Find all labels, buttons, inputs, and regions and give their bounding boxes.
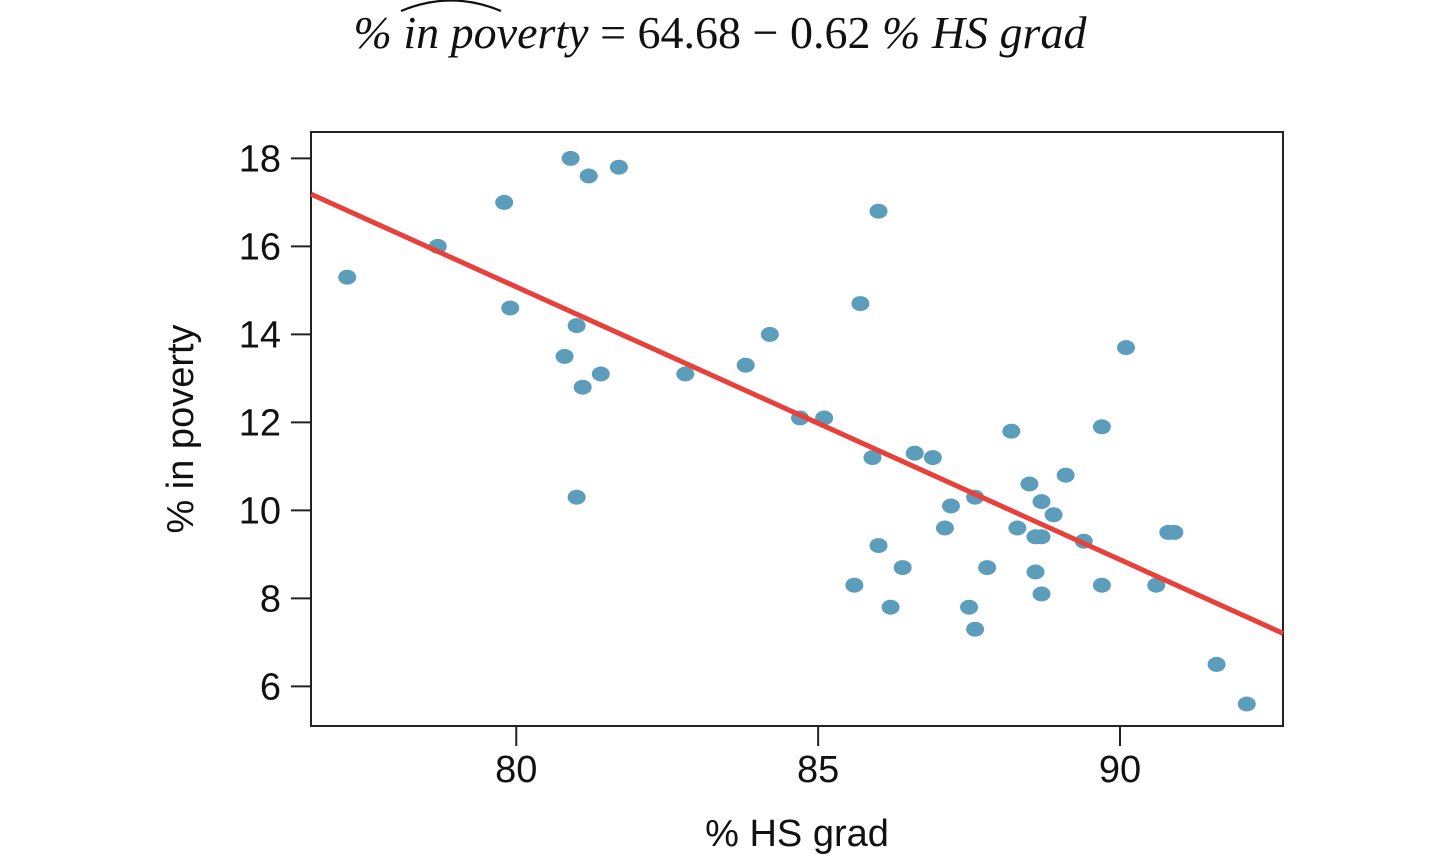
data-point: [1008, 520, 1027, 536]
equation-hat-text: in poverty: [403, 7, 589, 58]
y-tick-label: 16: [239, 226, 281, 268]
data-points: [338, 150, 1256, 712]
data-point: [851, 296, 870, 312]
y-axis: 6 8 10 12 14 16 18: [239, 138, 311, 708]
y-tick-label: 12: [239, 402, 281, 444]
y-axis-title: % in poverty: [160, 324, 202, 533]
y-tick-label: 8: [260, 578, 281, 620]
data-point: [567, 318, 586, 334]
data-point: [1026, 564, 1045, 580]
x-tick-label: 80: [495, 749, 537, 791]
data-point: [579, 168, 598, 184]
data-point: [561, 150, 580, 166]
data-point: [869, 203, 888, 219]
data-point: [1207, 656, 1226, 672]
data-point: [567, 489, 586, 505]
data-point: [960, 599, 979, 615]
y-tick-label: 6: [260, 666, 281, 708]
y-tick-label: 10: [239, 490, 281, 532]
data-point: [1237, 696, 1256, 712]
data-point: [941, 498, 960, 514]
y-tick-label: 18: [239, 138, 281, 180]
data-point: [1092, 577, 1111, 593]
data-point: [1165, 524, 1184, 540]
data-point: [966, 621, 985, 637]
x-tick-label: 85: [797, 749, 839, 791]
data-point: [978, 560, 997, 576]
data-point: [1032, 529, 1051, 545]
data-point: [1002, 423, 1021, 439]
equation-prefix: %: [353, 7, 404, 58]
data-point: [495, 194, 514, 210]
data-point: [609, 159, 628, 175]
regression-equation-title: % in poverty = 64.68 − 0.62 % HS grad: [0, 6, 1440, 59]
data-point: [923, 450, 942, 466]
plot-frame: [310, 131, 1284, 727]
equation-hat-term: in poverty: [403, 6, 589, 59]
x-axis-title: % HS grad: [705, 813, 889, 855]
data-point: [1147, 577, 1166, 593]
x-axis: 80 85 90: [495, 726, 1141, 791]
data-point: [338, 269, 357, 285]
data-point: [760, 326, 779, 342]
data-point: [893, 560, 912, 576]
data-point: [1032, 494, 1051, 510]
data-point: [1032, 586, 1051, 602]
hat-accent: [401, 0, 501, 12]
data-point: [863, 450, 882, 466]
data-point: [676, 366, 695, 382]
regression-line: [309, 191, 1285, 636]
data-point: [935, 520, 954, 536]
equation-coefficients: 64.68 − 0.62: [637, 7, 882, 58]
data-point: [869, 538, 888, 554]
data-point: [1020, 476, 1039, 492]
data-point: [573, 379, 592, 395]
equation-equals: =: [588, 7, 638, 58]
data-point: [1117, 340, 1136, 356]
y-tick-label: 14: [239, 314, 281, 356]
data-point: [591, 366, 610, 382]
data-point: [1092, 419, 1111, 435]
data-point: [1056, 467, 1075, 483]
equation-variable: % HS grad: [882, 7, 1087, 58]
x-tick-label: 90: [1099, 749, 1141, 791]
data-point: [1044, 507, 1063, 523]
regression-line-layer: [309, 191, 1285, 636]
data-point: [501, 300, 520, 316]
data-point: [905, 445, 924, 461]
data-point: [845, 577, 864, 593]
data-point: [555, 348, 574, 364]
data-point: [881, 599, 900, 615]
data-point: [736, 357, 755, 373]
